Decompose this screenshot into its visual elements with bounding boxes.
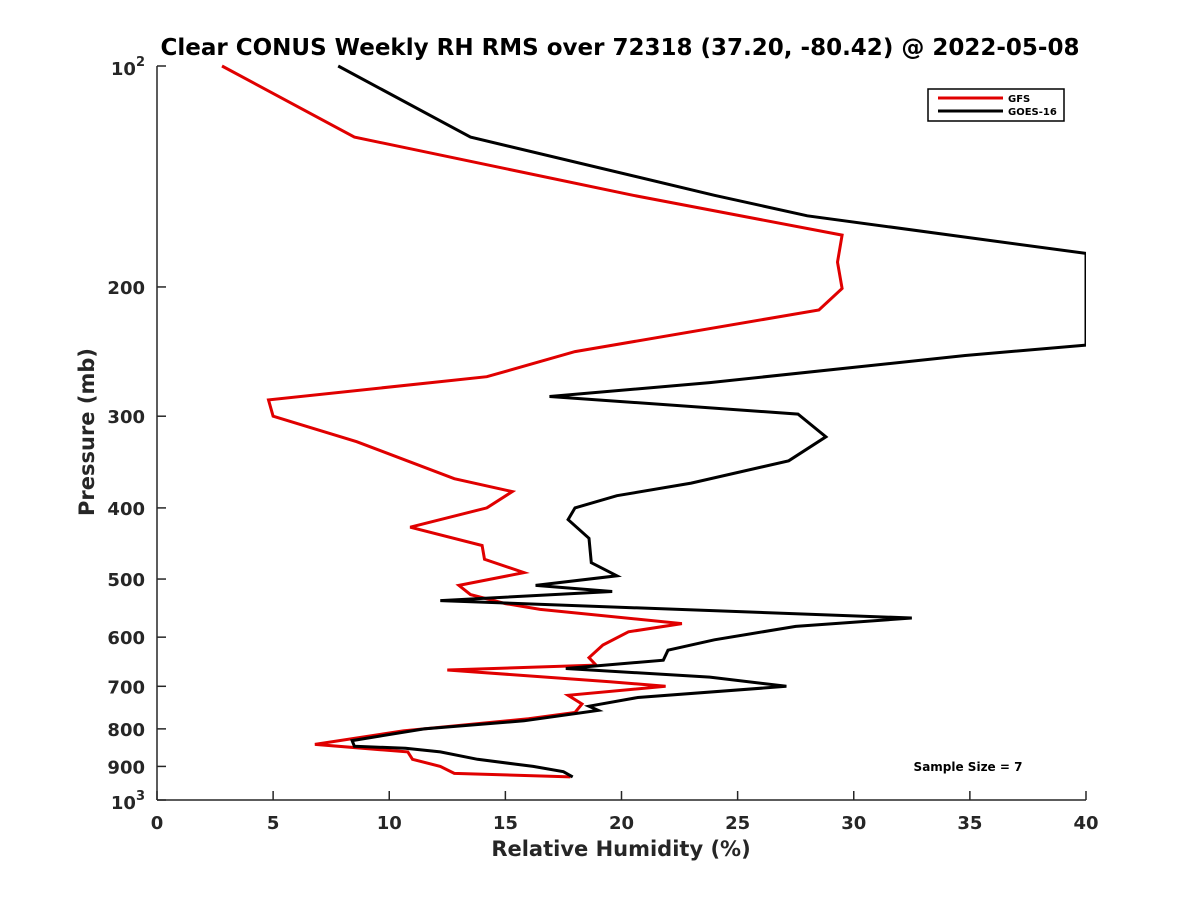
x-tick-label: 30 <box>841 813 866 834</box>
y-tick-label: 700 <box>107 677 145 698</box>
y-tick-label: 800 <box>107 720 145 741</box>
x-tick-label: 40 <box>1073 813 1098 834</box>
x-tick-label: 35 <box>957 813 982 834</box>
chart-title: Clear CONUS Weekly RH RMS over 72318 (37… <box>161 35 1080 61</box>
y-tick-label: 300 <box>107 407 145 428</box>
y-tick-label: 900 <box>107 757 145 778</box>
legend-box <box>927 88 1065 122</box>
y-tick-label: 102 <box>111 55 145 80</box>
legend-label-gfs: GFS <box>1008 94 1030 105</box>
x-axis-label: Relative Humidity (%) <box>491 837 750 861</box>
y-tick-label: 600 <box>107 628 145 649</box>
y-tick-label: 103 <box>111 789 145 814</box>
plot-area <box>157 66 1086 800</box>
y-tick-label: 200 <box>107 278 145 299</box>
x-tick-label: 20 <box>609 813 634 834</box>
x-tick-label: 15 <box>493 813 518 834</box>
y-axis-label: Pressure (mb) <box>75 348 99 516</box>
plot-background <box>157 66 1086 800</box>
series-line-goes-16 <box>337 64 1086 779</box>
legend: GFS GOES-16 <box>927 88 1065 122</box>
sample-size-annotation: Sample Size = 7 <box>914 760 1023 774</box>
x-tick-label: 10 <box>377 813 402 834</box>
legend-label-goes-16: GOES-16 <box>1008 107 1057 118</box>
y-tick-label: 400 <box>107 499 145 520</box>
x-tick-label: 5 <box>267 813 280 834</box>
x-tick-label: 0 <box>151 813 164 834</box>
y-tick-label: 500 <box>107 570 145 591</box>
x-tick-label: 25 <box>725 813 750 834</box>
axes-layer: 0 5 10 15 20 25 30 35 40 102 200 300 400 500 600 700 800… <box>107 55 1098 834</box>
series-layer <box>221 64 1086 779</box>
